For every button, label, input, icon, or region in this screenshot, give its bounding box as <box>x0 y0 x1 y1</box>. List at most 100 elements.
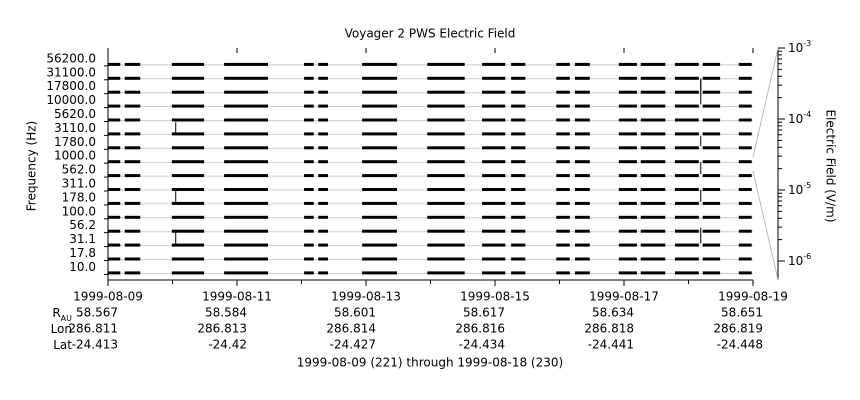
data-bar <box>511 257 526 261</box>
data-bar <box>482 188 506 191</box>
data-bar <box>224 271 268 275</box>
data-bar <box>674 132 699 136</box>
data-bar <box>482 243 506 247</box>
data-bar <box>702 104 721 108</box>
data-bar <box>224 76 268 80</box>
data-bar <box>108 257 121 261</box>
data-bar <box>304 201 314 205</box>
data-bar <box>556 104 570 108</box>
y2-tick-base: 10 <box>788 41 803 55</box>
data-bar <box>362 90 397 94</box>
data-bar <box>574 146 590 150</box>
data-bar <box>124 146 141 150</box>
data-bar <box>618 229 637 233</box>
data-bar <box>702 146 721 150</box>
data-bar <box>511 104 526 108</box>
data-bar <box>511 90 526 94</box>
data-bar <box>362 174 397 178</box>
data-bar <box>556 229 570 233</box>
data-bar <box>304 271 314 275</box>
data-bar <box>738 76 752 80</box>
data-bar <box>108 215 121 219</box>
data-bar <box>640 90 666 94</box>
data-bar <box>511 160 526 164</box>
data-bar <box>304 174 314 178</box>
data-bar <box>224 215 268 219</box>
data-bar <box>511 62 526 66</box>
data-bar <box>702 62 721 66</box>
data-bar <box>738 243 752 247</box>
data-bar <box>224 146 268 150</box>
data-bar <box>640 229 666 233</box>
data-bar <box>574 132 590 136</box>
data-bar <box>738 132 752 136</box>
data-bar <box>556 201 570 205</box>
data-bar <box>618 174 637 178</box>
data-bar <box>108 62 121 66</box>
data-bar <box>318 229 328 233</box>
ephemeris-value: 286.816 <box>455 322 505 336</box>
data-bar <box>674 243 699 247</box>
data-bar <box>224 188 268 191</box>
data-bar <box>124 132 141 136</box>
data-bar <box>556 146 570 150</box>
data-bar <box>674 215 699 219</box>
data-bar <box>362 257 397 261</box>
footer: 1999-08-09 (221) through 1999-08-18 (230… <box>297 356 563 370</box>
data-bar <box>171 118 205 122</box>
data-bar <box>511 215 526 219</box>
data-bar <box>171 160 205 164</box>
data-bar <box>618 118 637 122</box>
data-bar <box>427 132 465 136</box>
data-bar <box>674 201 699 205</box>
data-bar <box>674 188 699 191</box>
x-tick-label: 1999-08-19 <box>718 290 788 304</box>
data-bar <box>511 229 526 233</box>
ephemeris-value: -24.413 <box>72 338 118 352</box>
data-bar <box>482 62 506 66</box>
data-bar <box>556 118 570 122</box>
y-tick-label: 31100.0 <box>46 65 96 79</box>
data-bar <box>171 271 205 275</box>
data-bar <box>511 132 526 136</box>
y2-tick-exponent: -6 <box>803 251 811 260</box>
data-bar <box>640 76 666 80</box>
data-bar <box>674 90 699 94</box>
data-bar <box>124 215 141 219</box>
data-bar <box>362 76 397 80</box>
data-bar <box>738 160 752 164</box>
ephemeris-value: 286.813 <box>197 322 247 336</box>
data-bar <box>362 146 397 150</box>
y2-tick-label: 10-3 <box>788 39 811 55</box>
data-bar <box>108 146 121 150</box>
data-bar <box>318 215 328 219</box>
ephemeris-label-sub: AU <box>61 314 72 323</box>
data-bar <box>108 271 121 275</box>
ephemeris-label: Lat <box>53 338 72 352</box>
data-bar <box>124 201 141 205</box>
data-bar <box>427 229 465 233</box>
data-bar <box>224 160 268 164</box>
data-bar <box>574 201 590 205</box>
data-bar <box>362 188 397 191</box>
data-bar <box>482 201 506 205</box>
data-bar <box>574 215 590 219</box>
data-bar <box>574 90 590 94</box>
data-bar <box>124 90 141 94</box>
data-bar <box>618 76 637 80</box>
data-bar <box>674 76 699 80</box>
y-tick-label: 56.2 <box>69 218 96 232</box>
data-bar <box>124 76 141 80</box>
data-bar <box>427 62 465 66</box>
data-bar <box>618 160 637 164</box>
y-tick-label: 5620.0 <box>54 107 96 121</box>
data-bar <box>640 243 666 247</box>
y2-axis-label: Electric Field (V/m) <box>824 109 838 222</box>
data-bar <box>304 62 314 66</box>
data-bar <box>574 62 590 66</box>
data-bar <box>304 104 314 108</box>
data-bar <box>574 188 590 191</box>
ephemeris-value: 58.601 <box>334 306 376 320</box>
data-bar <box>427 243 465 247</box>
data-bar <box>618 201 637 205</box>
